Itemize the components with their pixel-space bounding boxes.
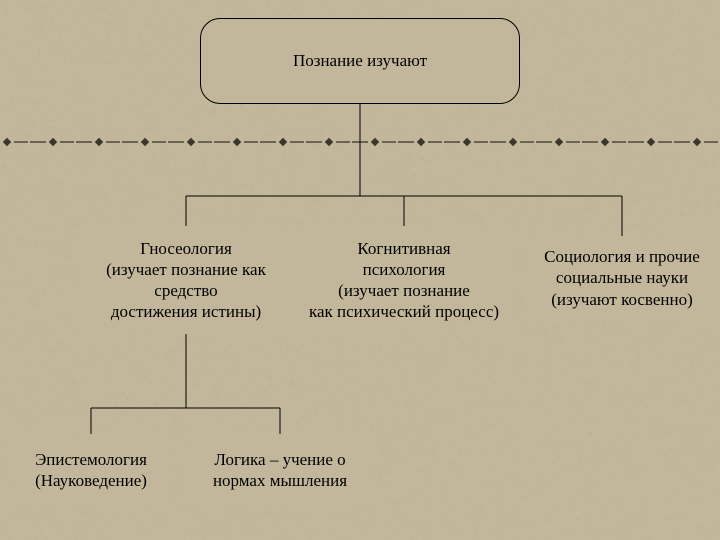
node-cognitive-label: Когнитивнаяпсихология(изучает познаниека… bbox=[309, 238, 499, 323]
node-logic-label: Логика – учение онормах мышления bbox=[213, 449, 347, 492]
node-root-label: Познание изучают bbox=[293, 50, 427, 71]
ornament-band bbox=[0, 136, 720, 148]
node-sociology: Социология и прочиесоциальные науки(изуч… bbox=[524, 236, 720, 320]
node-gnoseology-label: Гносеология(изучает познание каксредство… bbox=[106, 238, 266, 323]
node-epistemology-label: Эпистемология(Науковедение) bbox=[35, 449, 147, 492]
node-gnoseology: Гносеология(изучает познание каксредство… bbox=[80, 226, 292, 334]
node-sociology-label: Социология и прочиесоциальные науки(изуч… bbox=[544, 246, 700, 310]
node-logic: Логика – учение онормах мышления bbox=[190, 434, 370, 506]
node-root: Познание изучают bbox=[200, 18, 520, 104]
node-epistemology: Эпистемология(Науковедение) bbox=[12, 434, 170, 506]
node-cognitive: Когнитивнаяпсихология(изучает познаниека… bbox=[292, 226, 516, 334]
